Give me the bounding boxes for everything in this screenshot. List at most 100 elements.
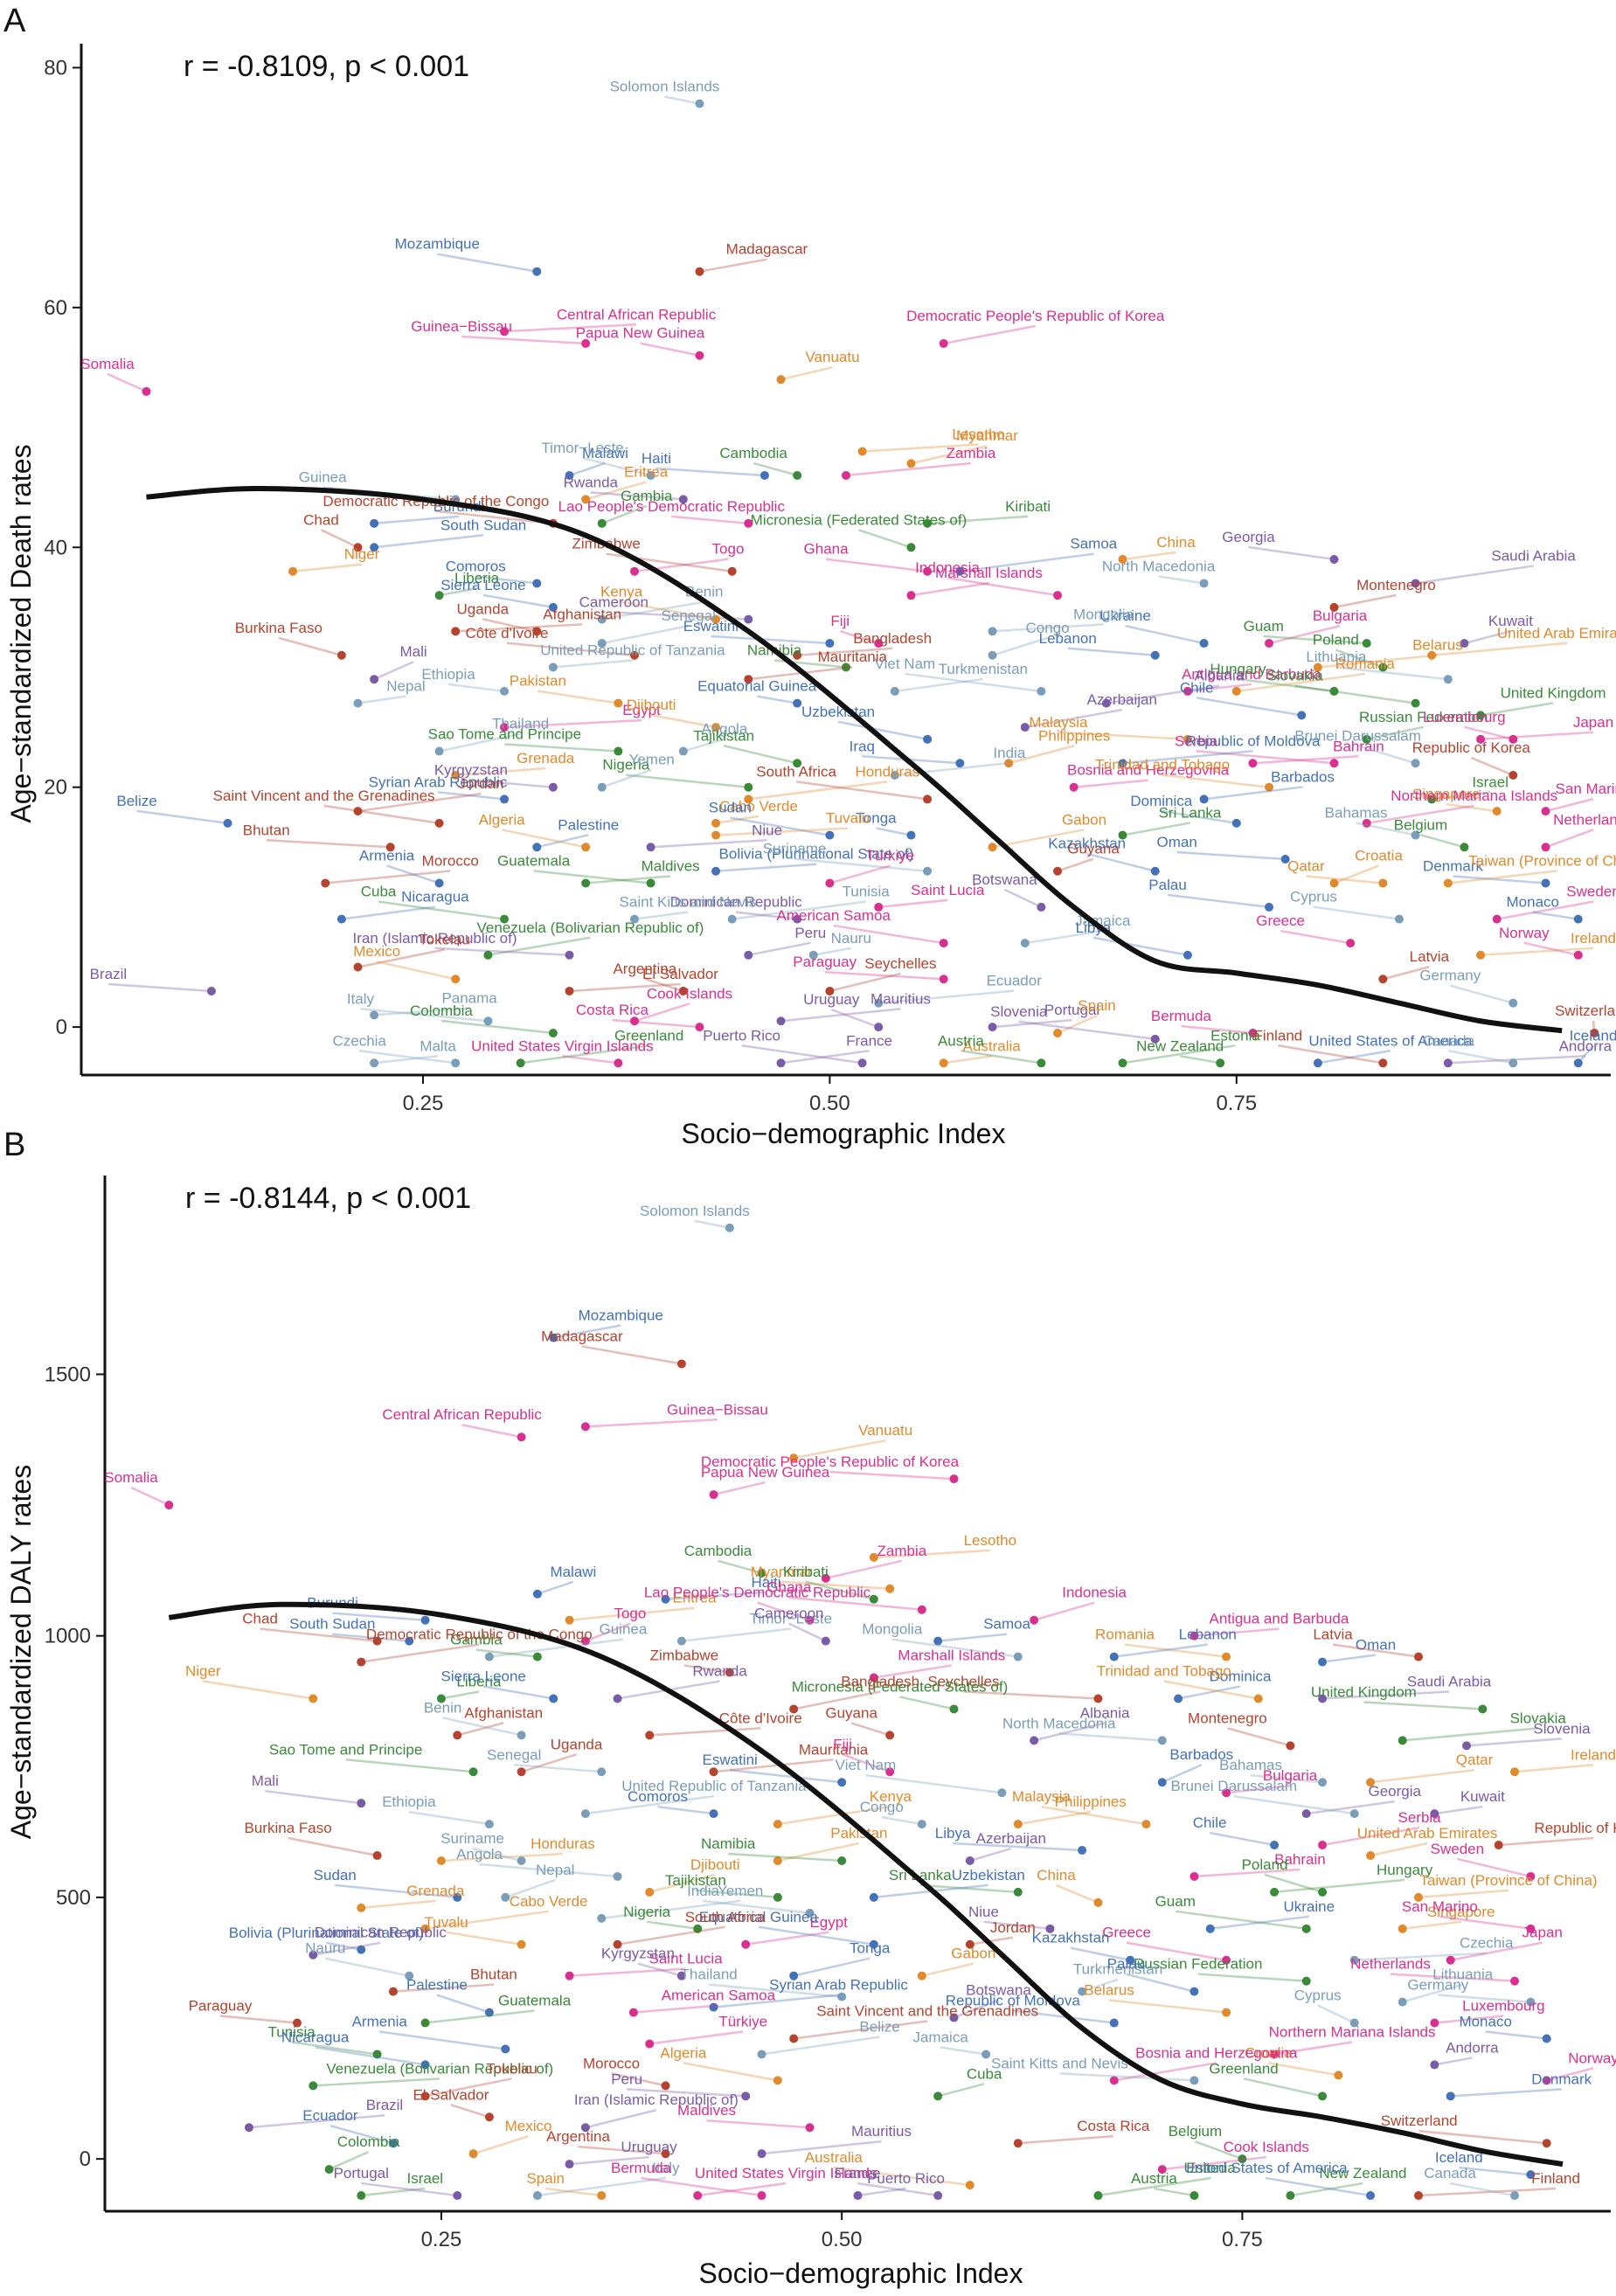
leader-line (1370, 1769, 1475, 1784)
leader-line (1233, 1794, 1355, 1815)
leader-line (1194, 2140, 1243, 2161)
point-eswatini (825, 639, 835, 649)
leader-line (926, 515, 1029, 525)
leader-line (713, 1481, 766, 1496)
point-libya (1183, 950, 1192, 960)
point-liberia (434, 591, 444, 600)
point-chad (353, 543, 363, 552)
label-andorra: Andorra (1559, 1037, 1613, 1054)
point-afghanistan (453, 1731, 462, 1740)
leader-line (456, 1722, 504, 1737)
leader-line (313, 2077, 440, 2087)
point-colombia (324, 2165, 334, 2175)
leader-line (533, 870, 651, 884)
label-nepal: Nepal (386, 678, 425, 695)
point-cook-islands (1157, 2165, 1167, 2175)
leader-line (1203, 786, 1303, 801)
point-senegal (597, 1767, 607, 1777)
leader-line (793, 1957, 870, 1977)
leader-line (1294, 684, 1416, 704)
label-italy: Italy (652, 2160, 680, 2176)
leader-line (288, 1836, 378, 1857)
label-belize: Belize (859, 2018, 899, 2035)
label-mongolia: Mongolia (1073, 606, 1134, 622)
label-guyana: Guyana (1067, 841, 1120, 857)
point-niue (1045, 1924, 1055, 1933)
label-iceland: Iceland (1435, 2149, 1483, 2166)
label-mauritius: Mauritius (851, 2123, 912, 2140)
leader-line (425, 1910, 549, 1931)
point-haiti (759, 470, 769, 480)
label-american-samoa: American Samoa (662, 1987, 776, 2004)
point-kenya (711, 614, 721, 624)
point-switzerland (1542, 2139, 1551, 2148)
leader-line (830, 1008, 879, 1029)
label-chile: Chile (1193, 1814, 1227, 1831)
point-guinea-bissau (580, 1422, 590, 1432)
leader-line (963, 1690, 1099, 1700)
point-saudi-arabia (1411, 579, 1420, 588)
leader-line (788, 1622, 827, 1642)
leader-line (644, 977, 684, 993)
point-luxembourg (1430, 2018, 1439, 2028)
point-papua-new-guinea (709, 1490, 718, 1500)
leader-line (780, 365, 833, 381)
point-namibia (842, 662, 850, 672)
point-bangladesh (793, 650, 802, 660)
point-grenada (357, 1903, 366, 1912)
point-puerto-rico (857, 1058, 867, 1068)
leader-line (1357, 745, 1416, 765)
leader-line (488, 936, 591, 957)
leader-line (1485, 2030, 1547, 2040)
point-monaco (1542, 2034, 1551, 2043)
label-romania: Romania (1335, 656, 1396, 672)
point-new-zealand (1286, 2191, 1295, 2201)
point-georgia (1301, 1809, 1311, 1819)
leader-line (475, 575, 538, 585)
leader-line (1415, 565, 1534, 585)
point-slovakia (1411, 698, 1420, 708)
label-dominica: Dominica (1130, 793, 1192, 809)
point-cuba (500, 914, 510, 924)
point-philippines (1004, 759, 1014, 768)
trend-curve-b (168, 1601, 1564, 2168)
point-united-states-virgin-islands (614, 1058, 623, 1068)
leader-line (357, 792, 482, 813)
leader-line (439, 586, 477, 597)
leader-line (1236, 672, 1365, 693)
leader-line (983, 1920, 1051, 1931)
leader-line (1439, 1915, 1531, 1931)
label-malaysia: Malaysia (1012, 1788, 1072, 1805)
label-chile: Chile (1180, 679, 1214, 696)
label-luxembourg: Luxembourg (1462, 1998, 1545, 2015)
point-ukraine (1205, 1924, 1215, 1933)
point-t-rkiye (645, 2039, 655, 2049)
leader-line (858, 529, 912, 549)
annotation-a: r = -0.8109, p < 0.001 (184, 50, 469, 83)
label-taiwan-province-of-china: Taiwan (Province of China) (1468, 852, 1616, 869)
point-guam (1362, 639, 1371, 649)
leader-line (961, 1050, 1042, 1065)
point-equatorial-guinea (793, 698, 802, 708)
label-tuvalu: Tuvalu (826, 810, 870, 827)
point-algeria (773, 2076, 782, 2085)
leader-line (601, 768, 653, 788)
label-togo: Togo (712, 541, 745, 558)
point-latvia (1414, 1652, 1424, 1661)
point-guinea (484, 1652, 494, 1661)
label-lesotho: Lesotho (964, 1532, 1017, 1549)
label-trinidad-and-tobago: Trinidad and Tobago (1095, 757, 1230, 773)
point-denmark (1446, 2091, 1455, 2101)
label-solomon-islands: Solomon Islands (640, 1203, 750, 1219)
leader-line (408, 1810, 490, 1826)
point-guinea-bissau (581, 339, 591, 349)
label-north-macedonia: North Macedonia (1102, 558, 1216, 574)
label-guinea-bissau: Guinea−Bissau (411, 318, 512, 335)
point-barbados (1199, 794, 1209, 804)
leader-line (315, 2046, 426, 2066)
point-democratic-republic-of-the-congo (357, 1657, 366, 1667)
leader-line (825, 558, 928, 572)
leader-line (633, 2004, 718, 2014)
leader-line (780, 1050, 870, 1065)
leader-line (482, 618, 538, 633)
